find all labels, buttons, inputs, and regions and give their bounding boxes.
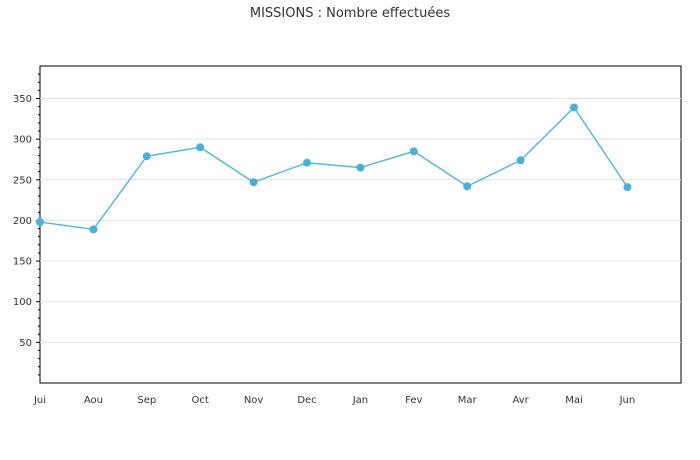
data-point [356,163,365,172]
data-point [36,218,44,227]
chart-title: MISSIONS : Nombre effectuées [249,6,451,21]
series-line [39,106,629,231]
x-tick-label: Jui [33,395,46,406]
x-tick-label: Jan [352,395,368,406]
y-tick-label: 50 [19,338,32,349]
x-tick-label: Sep [137,395,156,406]
data-point [89,225,98,234]
x-tick-label: Jun [619,395,636,406]
series-layer [36,103,632,234]
data-point [249,178,258,187]
y-tick-label: 300 [13,135,32,146]
y-tick-label: 200 [13,216,32,227]
data-point [463,182,472,191]
x-tick-label: Oct [192,395,209,406]
y-tick-label: 250 [13,175,32,186]
y-minor-ticks [38,73,40,376]
data-point [623,183,632,192]
x-tick-label: Avr [512,395,529,406]
x-axis-labels: Jui Aou Sep Oct Nov Dec Jan Fev Mar Avr Mai Jun [33,395,635,406]
grid-lines [36,98,681,343]
data-point [409,147,418,156]
data-point [196,143,205,152]
data-point [570,103,578,112]
x-tick-label: Mai [565,395,583,406]
x-tick-label: Dec [297,395,316,406]
data-point [303,158,311,167]
data-point [142,152,151,161]
y-tick-label: 150 [13,257,32,268]
x-tick-label: Aou [84,395,103,406]
x-tick-label: Fev [405,395,422,406]
x-tick-label: Mar [458,395,478,406]
y-axis-labels: 50 100 150 200 250 300 350 [13,94,32,349]
y-tick-label: 100 [13,297,32,308]
y-tick-label: 350 [13,94,32,105]
data-point [516,156,525,165]
plot-frame [39,65,682,384]
x-tick-label: Nov [244,395,264,406]
